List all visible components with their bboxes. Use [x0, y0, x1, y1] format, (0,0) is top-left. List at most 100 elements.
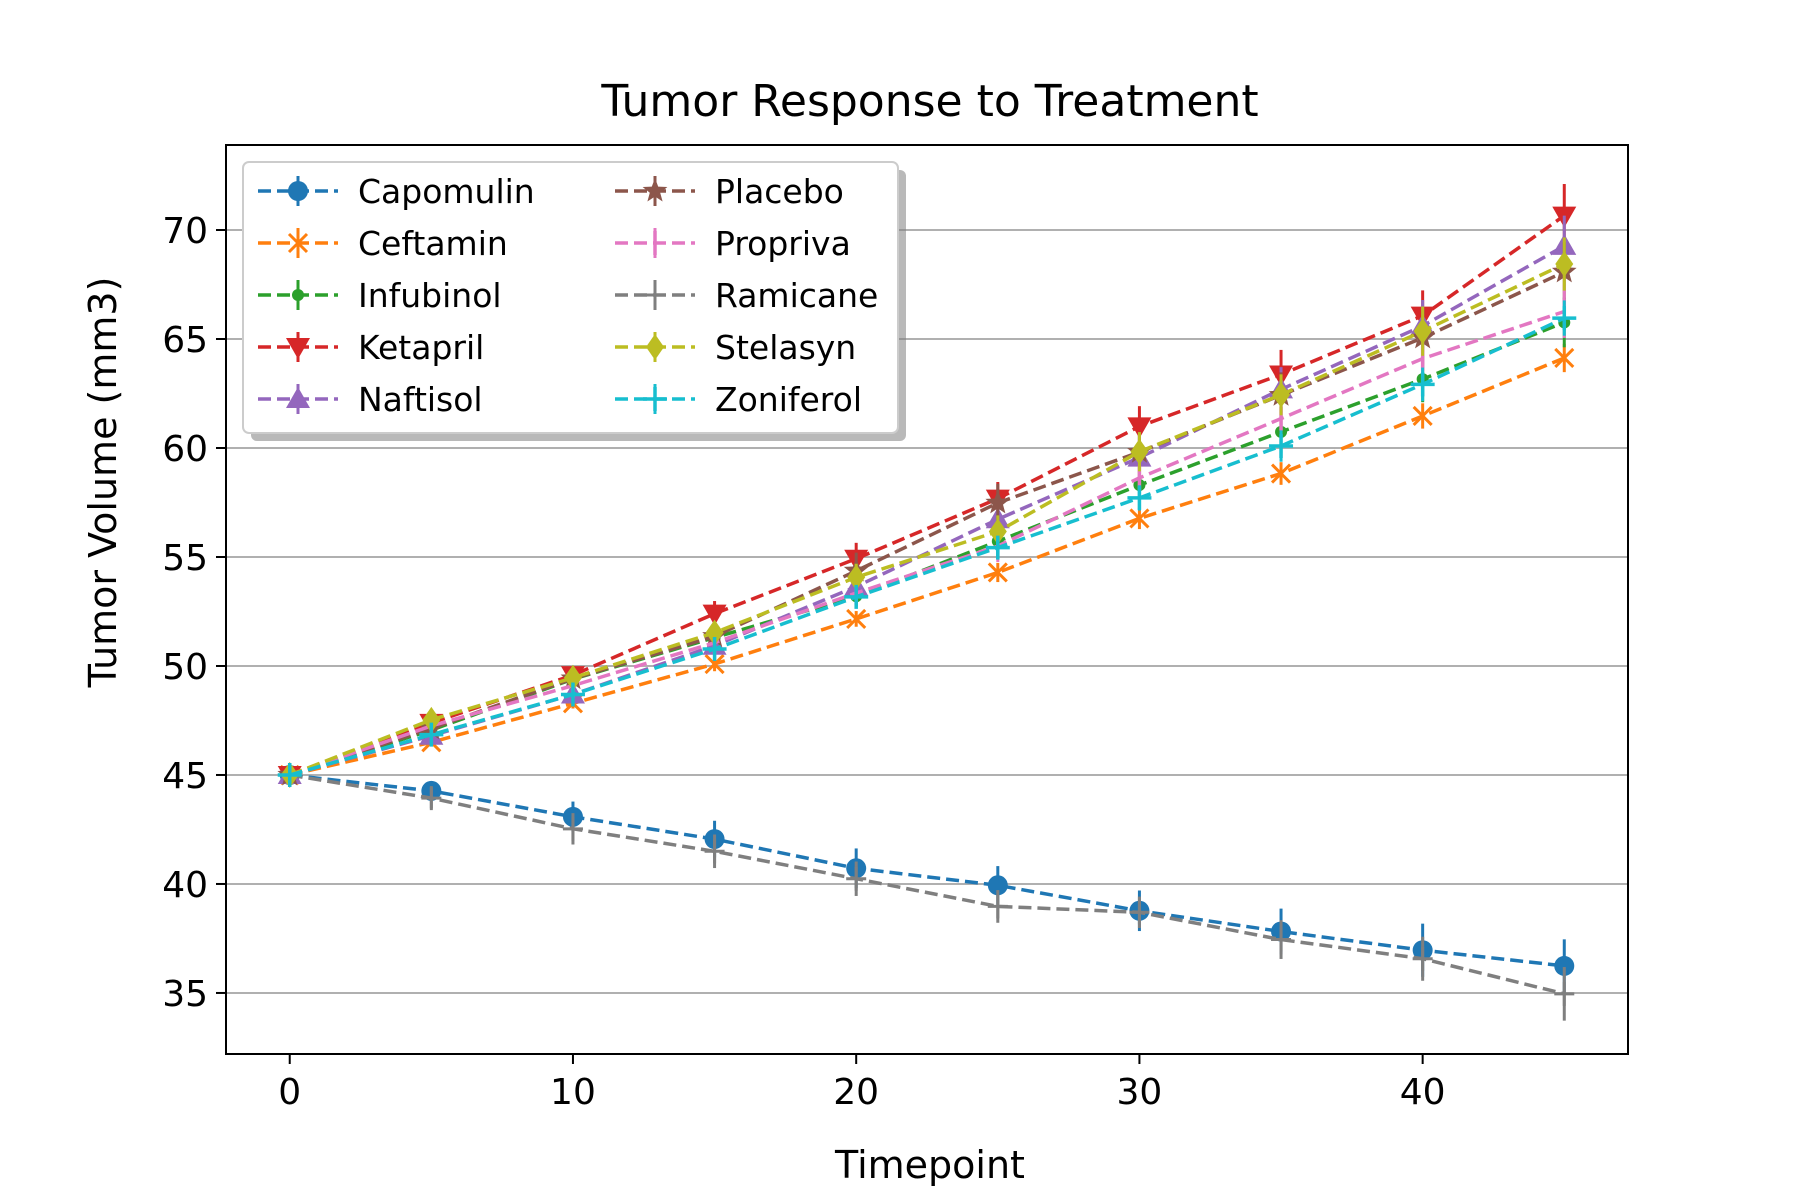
y-axis-label: Tumor Volume (mm3)	[81, 277, 125, 689]
data-point	[560, 682, 585, 707]
data-point	[1269, 434, 1294, 459]
x-axis-label: Timepoint	[834, 1143, 1025, 1187]
data-point	[563, 664, 582, 691]
data-point	[987, 562, 1008, 583]
data-point	[985, 535, 1010, 560]
y-tick-label: 55	[162, 538, 208, 579]
x-tick-label: 10	[550, 1072, 596, 1113]
data-point	[642, 178, 668, 202]
data-point	[846, 608, 867, 629]
series-line	[289, 356, 1565, 777]
data-point	[1412, 405, 1433, 427]
series-line	[289, 262, 1566, 777]
legend-entry: Ramicane	[615, 276, 878, 315]
data-point	[704, 839, 725, 864]
data-point	[645, 283, 665, 307]
series-line	[289, 214, 1566, 777]
legend-label: Ramicane	[715, 276, 878, 315]
y-tick-label: 70	[162, 211, 208, 252]
data-point	[286, 387, 310, 408]
series-group	[277, 184, 1577, 1021]
data-point	[1554, 981, 1575, 1006]
data-point	[988, 518, 1007, 545]
data-point	[646, 334, 664, 360]
data-point	[421, 786, 442, 811]
data-point	[286, 338, 310, 359]
y-axis-ticks: 35 40 45 50 55 60 65 70	[162, 211, 226, 1015]
data-point	[1127, 417, 1152, 439]
x-tick-label: 0	[278, 1072, 301, 1113]
y-tick-label: 35	[162, 974, 208, 1015]
series-line	[289, 773, 1565, 996]
data-point	[1555, 251, 1574, 278]
data-point	[1410, 372, 1435, 397]
legend-entry: Infubinol	[258, 276, 502, 315]
data-point	[562, 816, 583, 841]
x-tick-label: 40	[1400, 1072, 1446, 1113]
legend-label: Infubinol	[358, 276, 502, 315]
y-tick-label: 45	[162, 756, 208, 797]
legend-entry: Ketapril	[258, 328, 484, 367]
data-point	[1413, 318, 1432, 345]
chart-title: Tumor Response to Treatment	[600, 76, 1258, 127]
legend-label: Naftisol	[358, 380, 483, 419]
data-point	[704, 653, 725, 675]
data-point	[287, 232, 309, 254]
y-tick-label: 40	[162, 865, 208, 906]
data-point	[1271, 927, 1292, 952]
series-line	[289, 773, 1565, 968]
legend-label: Ketapril	[358, 328, 484, 367]
data-point	[987, 875, 1008, 896]
legend-label: Stelasyn	[715, 328, 856, 367]
data-point	[277, 762, 302, 787]
data-point	[846, 866, 867, 891]
legend-label: Placebo	[715, 172, 844, 211]
legend-entry: Ceftamin	[258, 224, 508, 263]
data-point	[292, 289, 304, 301]
data-point	[422, 706, 441, 733]
data-point	[1412, 946, 1433, 971]
x-tick-label: 20	[833, 1072, 879, 1113]
data-point	[705, 619, 724, 646]
x-axis-ticks: 0 10 20 30 40	[278, 1054, 1446, 1113]
legend: Capomulin Ceftamin Infubinol Ketapril Naftis…	[242, 161, 906, 441]
legend-label: Ceftamin	[358, 224, 508, 263]
data-point	[1129, 508, 1150, 529]
data-point	[702, 604, 727, 626]
x-tick-label: 30	[1117, 1072, 1163, 1113]
data-point	[1130, 438, 1149, 465]
data-point	[987, 894, 1008, 919]
data-point	[1272, 381, 1291, 408]
y-tick-label: 60	[162, 429, 208, 470]
legend-entry: Placebo	[615, 172, 844, 211]
data-point	[1554, 347, 1575, 369]
legend-label: Zoniferol	[715, 380, 862, 419]
data-point	[1554, 955, 1575, 976]
data-point	[985, 489, 1011, 514]
data-point	[1270, 463, 1292, 484]
legend-label: Capomulin	[358, 172, 535, 211]
legend-entry: Capomulin	[258, 172, 535, 211]
data-point	[1552, 306, 1577, 331]
data-point	[288, 181, 308, 201]
legend-entry: Stelasyn	[615, 328, 856, 367]
series-line	[289, 316, 1566, 777]
legend-entry: Naftisol	[258, 380, 483, 419]
plot-frame	[225, 144, 1629, 1055]
data-point	[702, 636, 727, 661]
data-point	[419, 722, 444, 747]
y-tick-label: 50	[162, 647, 208, 688]
data-point	[643, 387, 667, 411]
y-tick-label: 65	[162, 320, 208, 361]
legend-box	[242, 161, 899, 434]
data-point	[1127, 485, 1152, 510]
data-point	[844, 584, 869, 609]
legend-entry: Zoniferol	[615, 380, 862, 419]
legend-label: Propriva	[715, 224, 851, 263]
data-point	[1129, 900, 1150, 925]
series-line	[289, 309, 1565, 777]
data-point	[847, 564, 866, 591]
legend-entry: Propriva	[615, 224, 851, 263]
series-zoniferol	[277, 300, 1577, 787]
